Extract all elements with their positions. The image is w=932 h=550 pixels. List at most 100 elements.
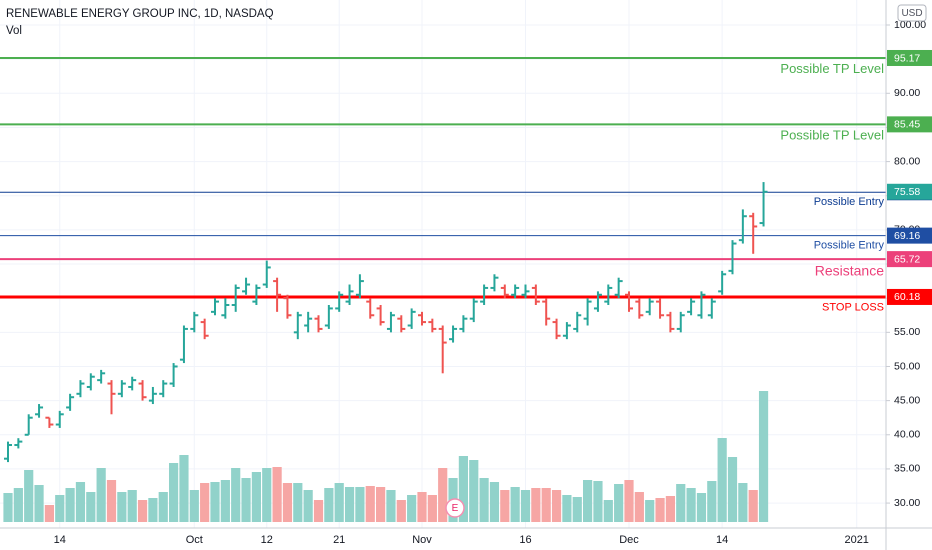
volume-bar bbox=[676, 484, 686, 522]
volume-bar bbox=[583, 480, 593, 522]
volume-bar bbox=[365, 486, 375, 522]
volume-bar bbox=[334, 483, 344, 522]
level-tag-label: 65.72 bbox=[894, 253, 920, 265]
volume-bar bbox=[282, 483, 293, 522]
volume-bar bbox=[262, 468, 272, 522]
level-tag bbox=[887, 116, 932, 133]
volume-bar bbox=[272, 467, 282, 522]
volume-bar bbox=[344, 487, 355, 522]
volume-bar bbox=[127, 490, 137, 522]
volume-bar bbox=[427, 495, 437, 522]
volume-bar bbox=[396, 500, 406, 522]
volume-bar bbox=[106, 480, 117, 522]
volume-bar bbox=[510, 487, 520, 522]
time-axis-bg bbox=[0, 528, 932, 550]
volume-bar bbox=[438, 468, 448, 522]
volume-bar bbox=[303, 490, 313, 522]
volume-bar bbox=[748, 490, 758, 522]
level-tag-label: 85.45 bbox=[894, 119, 920, 131]
level-tag bbox=[887, 288, 932, 305]
volume-bar bbox=[634, 492, 644, 522]
price-axis-bg bbox=[886, 0, 932, 550]
grid bbox=[0, 0, 886, 528]
volume-bar bbox=[96, 468, 106, 522]
x-tick-label: 14 bbox=[54, 534, 66, 546]
chart-title: RENEWABLE ENERGY GROUP INC, 1D, NASDAQ bbox=[6, 8, 274, 20]
volume-bar bbox=[355, 487, 365, 522]
volume-bar bbox=[758, 391, 769, 522]
volume-bar bbox=[738, 483, 748, 522]
volume-bar bbox=[717, 438, 727, 522]
volume-bar bbox=[489, 482, 500, 522]
volume-bar bbox=[210, 482, 220, 522]
volume-pane bbox=[3, 391, 769, 522]
volume-bar bbox=[65, 488, 75, 522]
volume-bar bbox=[200, 483, 210, 522]
level-label: Possible TP Level bbox=[780, 128, 884, 143]
volume-bar bbox=[13, 488, 23, 522]
volume-bar bbox=[707, 481, 717, 522]
volume-bar bbox=[458, 456, 468, 522]
volume-bar bbox=[531, 488, 541, 522]
level-tag-label: 95.17 bbox=[894, 52, 920, 64]
currency-text[interactable]: USD bbox=[901, 8, 922, 19]
volume-bar bbox=[220, 480, 230, 522]
volume-bar bbox=[376, 487, 386, 522]
volume-bar bbox=[572, 497, 582, 522]
volume-bar bbox=[500, 490, 510, 522]
currency-button[interactable]: USD bbox=[897, 4, 927, 22]
volume-bar bbox=[655, 498, 665, 522]
last-price-tag bbox=[887, 183, 932, 200]
y-tick-label: 50.00 bbox=[894, 360, 920, 372]
volume-bar bbox=[241, 478, 251, 522]
currency-button-frame[interactable] bbox=[897, 4, 927, 22]
x-tick-label: 14 bbox=[716, 534, 728, 546]
volume-bar bbox=[469, 460, 479, 522]
volume-bar bbox=[417, 492, 427, 522]
level-tag-label: 69.16 bbox=[894, 230, 920, 242]
levels: Possible TP Level Possible TP Level Possib… bbox=[0, 56, 886, 314]
last-price-label: 75.58 bbox=[894, 186, 920, 198]
volume-bar bbox=[231, 468, 241, 522]
y-tick-label: 45.00 bbox=[894, 394, 920, 406]
x-tick-label: 16 bbox=[519, 534, 531, 546]
volume-bar bbox=[148, 498, 158, 522]
x-tick-label: 12 bbox=[261, 534, 273, 546]
level-tag bbox=[887, 251, 932, 268]
volume-bar bbox=[386, 490, 396, 522]
volume-bar bbox=[3, 493, 13, 522]
volume-bar bbox=[169, 463, 179, 522]
volume-bar bbox=[44, 505, 54, 522]
volume-bar bbox=[55, 495, 65, 522]
level-tag-label: 60.18 bbox=[894, 291, 920, 303]
level-label: STOP LOSS bbox=[822, 302, 884, 314]
x-tick-label: 21 bbox=[333, 534, 345, 546]
y-tick-label: 100.00 bbox=[894, 19, 926, 31]
level-label: Possible TP Level bbox=[780, 61, 884, 76]
volume-bar bbox=[313, 500, 324, 522]
volume-bar bbox=[614, 484, 624, 522]
earnings-circle[interactable] bbox=[445, 498, 465, 518]
volume-bar bbox=[251, 472, 261, 522]
volume-bar bbox=[686, 488, 696, 522]
y-tick-label: 30.00 bbox=[894, 497, 920, 509]
x-tick-label: Dec bbox=[619, 534, 639, 546]
y-tick-label: 35.00 bbox=[894, 463, 920, 475]
volume-bar bbox=[624, 480, 634, 522]
volume-bar bbox=[117, 492, 127, 522]
x-tick-label: Nov bbox=[412, 534, 432, 546]
volume-bar bbox=[593, 481, 603, 522]
volume-bar bbox=[407, 495, 417, 522]
y-tick-label: 90.00 bbox=[894, 87, 920, 99]
earnings-marker[interactable]: E bbox=[445, 498, 465, 518]
volume-bar bbox=[603, 500, 613, 522]
y-tick-label: 55.00 bbox=[894, 326, 920, 338]
volume-bar bbox=[189, 490, 199, 522]
volume-bar bbox=[179, 455, 189, 522]
earnings-text[interactable]: E bbox=[452, 503, 459, 514]
y-tick-label: 80.00 bbox=[894, 155, 920, 167]
level-tag bbox=[887, 49, 932, 66]
